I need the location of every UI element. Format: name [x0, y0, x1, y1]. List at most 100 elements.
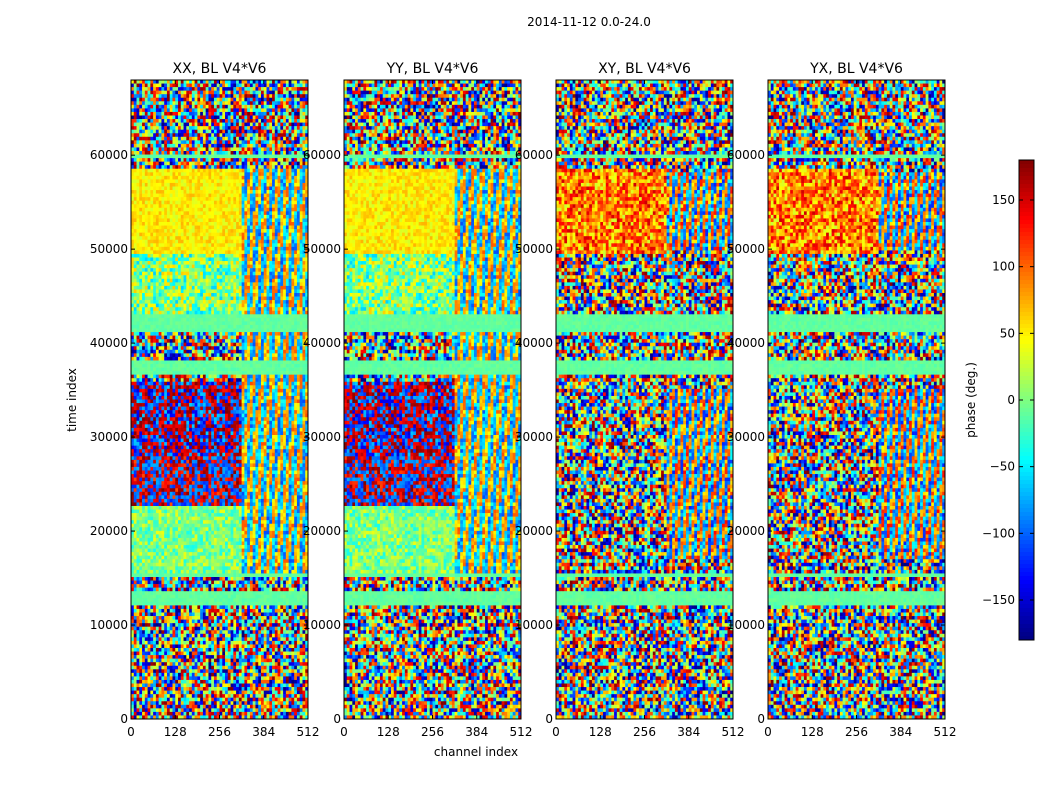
heatmap-cell [134, 130, 137, 134]
heatmap-cell [231, 101, 234, 105]
heatmap-cell [217, 84, 220, 88]
heatmap-cell [220, 101, 223, 105]
heatmap-cell [200, 108, 203, 112]
heatmap-cell [244, 126, 247, 130]
heatmap-cell [261, 119, 264, 123]
heatmap-cell [178, 94, 181, 98]
heatmap-cell [250, 105, 253, 109]
heatmap-cell [225, 101, 228, 105]
heatmap-cell [148, 101, 151, 105]
heatmap-cell [264, 98, 267, 102]
heatmap-cell [197, 101, 200, 105]
heatmap-cell [197, 108, 200, 112]
heatmap-cell [228, 112, 231, 116]
figure: 2014-11-12 0.0-24.0 XX, BL V4*V60 128 256 3… [0, 0, 1050, 800]
heatmap-cell [228, 108, 231, 112]
heatmap-cell [137, 98, 140, 102]
heatmap-cell [275, 126, 278, 130]
heatmap-cell [178, 91, 181, 95]
heatmap-cell [231, 108, 234, 112]
heatmap-cell [222, 91, 225, 95]
heatmap-cell [150, 105, 153, 109]
heatmap-cell [184, 91, 187, 95]
heatmap-cell [302, 126, 305, 130]
heatmap-cell [225, 98, 228, 102]
heatmap-cell [184, 87, 187, 91]
heatmap-cell [269, 91, 272, 95]
heatmap-cell [272, 123, 275, 127]
heatmap-cell [302, 119, 305, 123]
heatmap-cell [134, 80, 137, 84]
heatmap-cell [222, 87, 225, 91]
heatmap-cell [239, 94, 242, 98]
heatmap-cell [211, 119, 214, 123]
heatmap-cell [244, 105, 247, 109]
heatmap-cell [206, 116, 209, 120]
heatmap-cell [236, 119, 239, 123]
heatmap-cell [142, 112, 145, 116]
heatmap-cell [186, 112, 189, 116]
heatmap-cell [294, 80, 297, 84]
heatmap-cell [258, 123, 261, 127]
heatmap-cell [283, 80, 286, 84]
heatmap-cell [156, 80, 159, 84]
heatmap-cell [181, 112, 184, 116]
heatmap-cell [203, 87, 206, 91]
heatmap-cell [283, 105, 286, 109]
heatmap-cell [189, 87, 192, 91]
heatmap-cell [278, 84, 281, 88]
heatmap-cell [153, 112, 156, 116]
heatmap-cell [228, 94, 231, 98]
heatmap-cell [164, 105, 167, 109]
heatmap-cell [269, 108, 272, 112]
heatmap-cell [267, 112, 270, 116]
heatmap-cell [300, 84, 303, 88]
heatmap-cell [192, 126, 195, 130]
heatmap-cell [142, 87, 145, 91]
heatmap-cell [175, 116, 178, 120]
heatmap-cell [150, 126, 153, 130]
heatmap-cell [134, 94, 137, 98]
heatmap-cell [300, 80, 303, 84]
heatmap-cell [269, 105, 272, 109]
heatmap-cell [272, 91, 275, 95]
heatmap-cell [228, 123, 231, 127]
heatmap-cell [291, 116, 294, 120]
heatmap-cell [247, 98, 250, 102]
heatmap-cell [211, 101, 214, 105]
heatmap-cell [297, 112, 300, 116]
heatmap-cell [139, 80, 142, 84]
heatmap-cell [264, 101, 267, 105]
heatmap-cell [200, 87, 203, 91]
heatmap-cell [242, 126, 245, 130]
heatmap-cell [228, 119, 231, 123]
heatmap-cell [178, 126, 181, 130]
heatmap-cell [178, 105, 181, 109]
heatmap-cell [289, 91, 292, 95]
heatmap-cell [186, 126, 189, 130]
heatmap-cell [184, 130, 187, 134]
heatmap-cell [156, 101, 159, 105]
heatmap-cell [264, 108, 267, 112]
heatmap-cell [137, 91, 140, 95]
heatmap-cell [286, 84, 289, 88]
heatmap-cell [272, 112, 275, 116]
heatmap-cell [150, 130, 153, 134]
heatmap-cell [214, 112, 217, 116]
heatmap-cell [275, 84, 278, 88]
heatmap-cell [258, 91, 261, 95]
heatmap-cell [236, 87, 239, 91]
heatmap-cell [220, 126, 223, 130]
heatmap-cell [253, 123, 256, 127]
heatmap-cell [170, 123, 173, 127]
heatmap-cell [203, 112, 206, 116]
heatmap-cell [255, 112, 258, 116]
heatmap-cell [255, 126, 258, 130]
heatmap-cell [167, 87, 170, 91]
heatmap-cell [170, 126, 173, 130]
heatmap-cell [145, 116, 148, 120]
heatmap-cell [225, 123, 228, 127]
heatmap-cell [200, 126, 203, 130]
heatmap-cell [159, 91, 162, 95]
heatmap-cell [239, 105, 242, 109]
